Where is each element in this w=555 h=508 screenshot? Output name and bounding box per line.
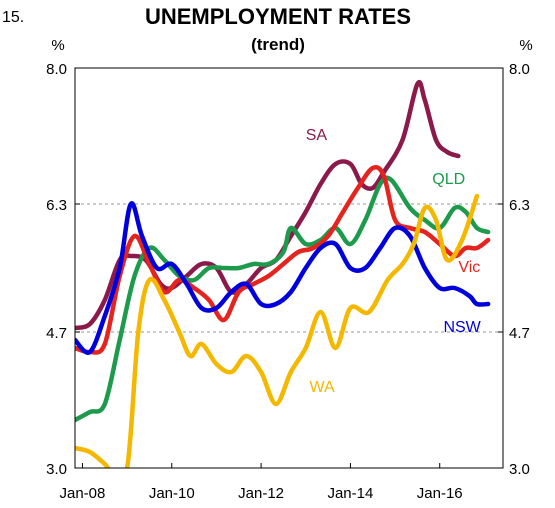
gridlines	[75, 203, 503, 333]
x-tick-3: Jan-14	[327, 485, 373, 502]
y-tick-left-0: 3.0	[46, 461, 67, 478]
chart-title: UNEMPLOYMENT RATES	[145, 4, 411, 29]
x-tick-4: Jan-16	[417, 485, 463, 502]
figure-number: 15.	[2, 9, 24, 26]
y-tick-right-0: 3.0	[509, 461, 530, 478]
series-label-nsw: NSW	[443, 319, 481, 336]
series-line-nsw	[75, 201, 491, 355]
x-tick-1: Jan-10	[149, 485, 195, 502]
series-label-sa: SA	[306, 127, 328, 144]
x-tick-0: Jan-08	[60, 485, 106, 502]
x-tick-labels: Jan-08 Jan-10 Jan-12 Jan-14 Jan-16	[60, 463, 463, 502]
series-label-vic: Vic	[458, 259, 480, 276]
chart-subtitle: (trend)	[251, 35, 305, 54]
right-unit: %	[519, 37, 532, 54]
y-tick-left-1: 4.7	[46, 325, 67, 342]
series-lines	[75, 80, 491, 468]
series-line-wa	[75, 193, 480, 468]
y-tick-right-3: 8.0	[509, 61, 530, 78]
x-tick-2: Jan-12	[238, 485, 284, 502]
series-label-qld: QLD	[432, 171, 465, 188]
y-tick-left-2: 6.3	[46, 197, 67, 214]
left-unit: %	[51, 37, 64, 54]
series-label-wa: WA	[309, 379, 335, 396]
plot-frame	[74, 67, 504, 469]
series-labels: SA QLD Vic NSW WA	[306, 127, 482, 396]
y-tick-labels: 3.0 3.0 4.7 4.7 6.3 6.3 8.0 8.0	[46, 61, 530, 478]
series-line-vic	[75, 164, 491, 355]
y-tick-left-3: 8.0	[46, 61, 67, 78]
y-tick-right-2: 6.3	[509, 197, 530, 214]
y-tick-right-1: 4.7	[509, 325, 530, 342]
